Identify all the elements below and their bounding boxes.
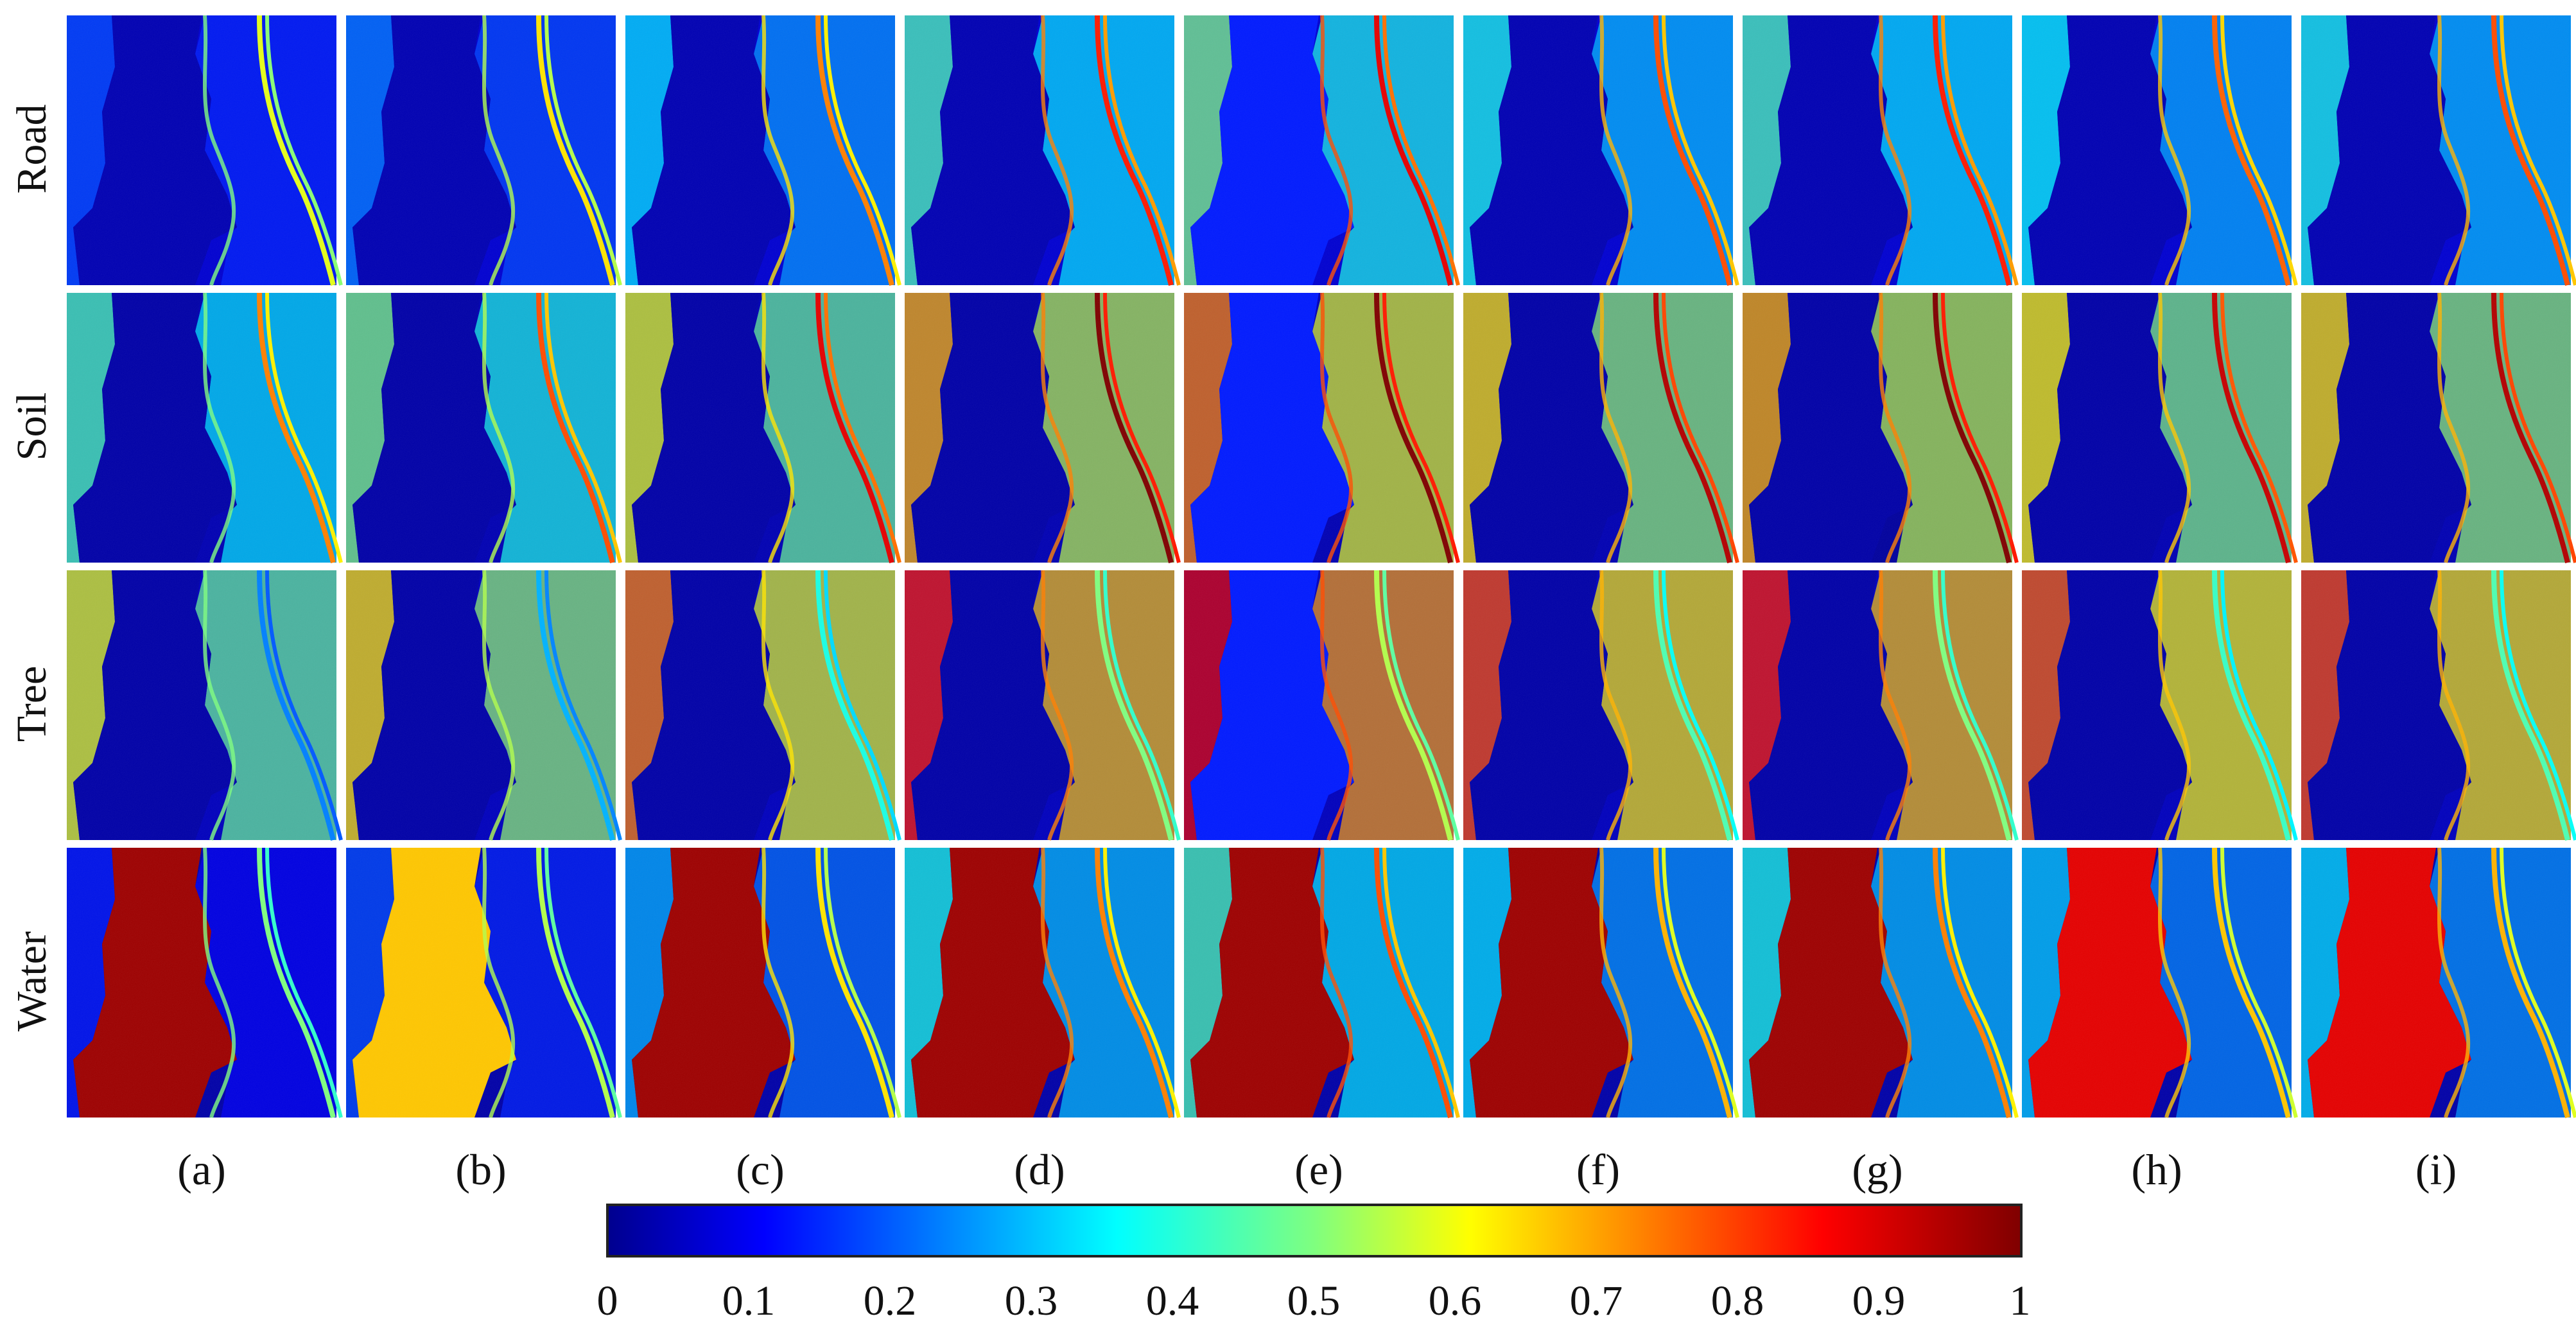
abundance-panel-soil-h xyxy=(2022,292,2298,563)
abundance-panel-water-h xyxy=(2022,847,2298,1118)
row-label-tree: Tree xyxy=(8,665,55,742)
abundance-panel-water-e xyxy=(1184,847,1460,1118)
abundance-panel-soil-e xyxy=(1184,292,1460,563)
abundance-panel-road-i xyxy=(2301,15,2576,286)
abundance-panel-soil-d xyxy=(905,292,1181,563)
colorbar-tick-0-9: 0.9 xyxy=(1852,1277,1906,1324)
abundance-panel-road-d xyxy=(905,15,1181,286)
abundance-panel-road-g xyxy=(1743,15,2019,286)
abundance-panel-water-i xyxy=(2301,847,2576,1118)
abundance-panel-water-a xyxy=(67,847,343,1118)
abundance-panel-soil-g xyxy=(1743,292,2019,563)
abundance-panel-water-f xyxy=(1463,847,1739,1118)
colorbar xyxy=(606,1204,2023,1258)
abundance-panel-soil-b xyxy=(346,292,622,563)
abundance-panel-tree-c xyxy=(625,570,901,841)
abundance-panel-road-e xyxy=(1184,15,1460,286)
abundance-panel-soil-c xyxy=(625,292,901,563)
abundance-panel-tree-g xyxy=(1743,570,2019,841)
abundance-panel-road-c xyxy=(625,15,901,286)
abundance-panel-road-b xyxy=(346,15,622,286)
colorbar-tick-0-2: 0.2 xyxy=(863,1277,917,1324)
colorbar-tick-0-4: 0.4 xyxy=(1145,1277,1199,1324)
column-label-b: (b) xyxy=(455,1145,507,1194)
column-label-g: (g) xyxy=(1852,1145,1903,1194)
row-label-soil: Soil xyxy=(8,392,55,461)
abundance-panel-soil-i xyxy=(2301,292,2576,563)
column-label-f: (f) xyxy=(1576,1145,1620,1194)
abundance-panel-water-c xyxy=(625,847,901,1118)
column-label-c: (c) xyxy=(736,1145,785,1194)
colorbar-tick-1: 1 xyxy=(2009,1277,2031,1324)
abundance-panel-tree-a xyxy=(67,570,343,841)
colorbar-tick-0-8: 0.8 xyxy=(1710,1277,1764,1324)
abundance-map-grid xyxy=(67,15,2576,1118)
abundance-panel-tree-f xyxy=(1463,570,1739,841)
abundance-panel-tree-h xyxy=(2022,570,2298,841)
abundance-panel-road-h xyxy=(2022,15,2298,286)
abundance-panel-soil-a xyxy=(67,292,343,563)
abundance-panel-road-f xyxy=(1463,15,1739,286)
abundance-panel-road-a xyxy=(67,15,343,286)
colorbar-tick-0: 0 xyxy=(596,1277,618,1324)
column-label-a: (a) xyxy=(177,1145,226,1194)
colorbar-tick-0-3: 0.3 xyxy=(1004,1277,1058,1324)
colorbar-tick-0-5: 0.5 xyxy=(1287,1277,1341,1324)
row-label-road: Road xyxy=(8,104,55,194)
row-label-water: Water xyxy=(8,931,55,1031)
abundance-panel-water-d xyxy=(905,847,1181,1118)
abundance-panel-soil-f xyxy=(1463,292,1739,563)
abundance-panel-tree-b xyxy=(346,570,622,841)
abundance-panel-water-b xyxy=(346,847,622,1118)
colorbar-tick-0-1: 0.1 xyxy=(722,1277,776,1324)
abundance-panel-water-g xyxy=(1743,847,2019,1118)
colorbar-tick-0-6: 0.6 xyxy=(1428,1277,1482,1324)
column-label-d: (d) xyxy=(1014,1145,1065,1194)
abundance-panel-tree-d xyxy=(905,570,1181,841)
column-label-h: (h) xyxy=(2131,1145,2182,1194)
colorbar-tick-0-7: 0.7 xyxy=(1569,1277,1623,1324)
column-label-i: (i) xyxy=(2415,1145,2457,1194)
abundance-panel-tree-i xyxy=(2301,570,2576,841)
column-label-e: (e) xyxy=(1294,1145,1343,1194)
abundance-panel-tree-e xyxy=(1184,570,1460,841)
